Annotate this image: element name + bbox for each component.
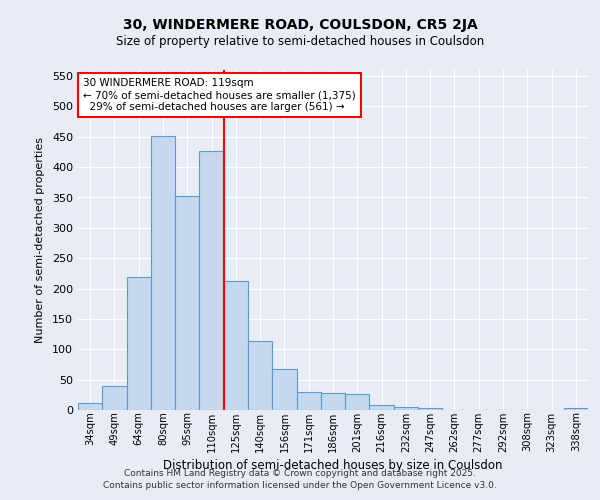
Bar [224, 280, 248, 410]
Text: Size of property relative to semi-detached houses in Coulsdon: Size of property relative to semi-detach… [116, 35, 484, 48]
Text: Contains HM Land Registry data © Crown copyright and database right 2025.: Contains HM Land Registry data © Crown c… [124, 468, 476, 477]
Text: 30 WINDERMERE ROAD: 119sqm
← 70% of semi-detached houses are smaller (1,375)
  2: 30 WINDERMERE ROAD: 119sqm ← 70% of semi… [83, 78, 356, 112]
Bar [564, 408, 588, 410]
Bar [78, 402, 102, 410]
Bar [248, 342, 272, 410]
Bar [199, 151, 224, 410]
Bar [394, 407, 418, 410]
X-axis label: Distribution of semi-detached houses by size in Coulsdon: Distribution of semi-detached houses by … [163, 458, 503, 471]
Bar [127, 277, 151, 410]
Bar [321, 393, 345, 410]
Bar [370, 404, 394, 410]
Bar [418, 408, 442, 410]
Bar [345, 394, 370, 410]
Y-axis label: Number of semi-detached properties: Number of semi-detached properties [35, 137, 45, 343]
Text: Contains public sector information licensed under the Open Government Licence v3: Contains public sector information licen… [103, 481, 497, 490]
Bar [175, 196, 199, 410]
Bar [151, 136, 175, 410]
Text: 30, WINDERMERE ROAD, COULSDON, CR5 2JA: 30, WINDERMERE ROAD, COULSDON, CR5 2JA [122, 18, 478, 32]
Bar [272, 368, 296, 410]
Bar [296, 392, 321, 410]
Bar [102, 386, 127, 410]
